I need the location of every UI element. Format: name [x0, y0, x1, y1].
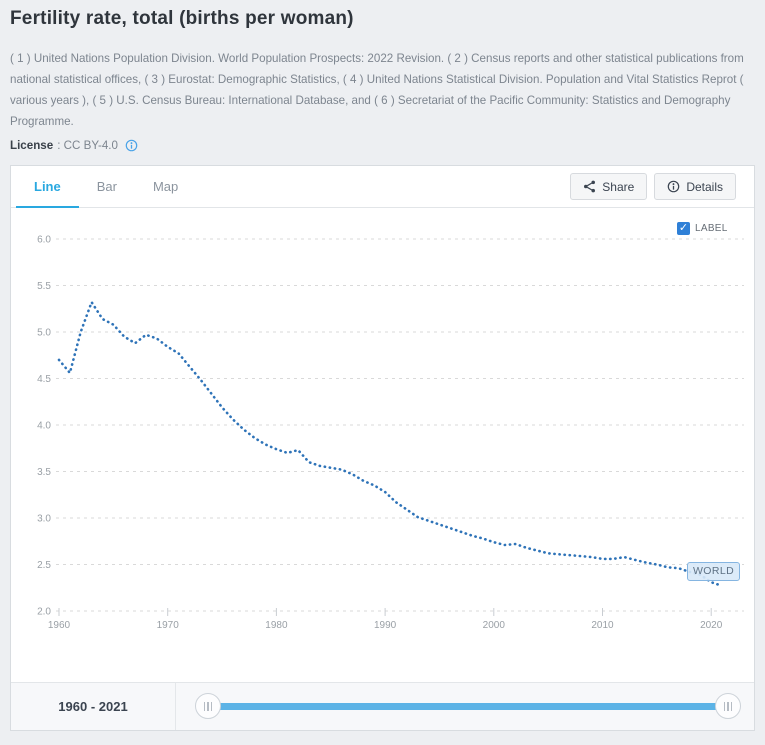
chart-panel: Line Bar Map Share Details 2.0 2 — [10, 165, 755, 731]
page-title: Fertility rate, total (births per woman) — [10, 8, 354, 29]
chart-area: 2.0 2.5 3.0 3.5 4.0 4.5 5.0 5.5 6.0 1960 1970 1980 1… — [11, 208, 754, 682]
tab-line[interactable]: Line — [16, 166, 79, 208]
details-button-label: Details — [686, 179, 723, 194]
svg-text:6.0: 6.0 — [37, 235, 51, 246]
source-citation-text: ( 1 ) United Nations Population Division… — [10, 52, 744, 129]
slider-handle-end[interactable] — [715, 693, 741, 719]
page-header: Fertility rate, total (births per woman)… — [10, 8, 757, 152]
svg-text:4.5: 4.5 — [37, 374, 51, 385]
slider-track[interactable] — [208, 703, 728, 710]
svg-text:5.0: 5.0 — [37, 328, 51, 339]
tab-bar[interactable]: Bar — [96, 178, 117, 194]
license-value: : CC BY-4.0 — [57, 139, 118, 153]
share-button-label: Share — [602, 179, 635, 194]
svg-text:3.0: 3.0 — [37, 514, 51, 525]
time-range-footer: 1960 - 2021 — [11, 682, 754, 730]
checkbox-checked-icon[interactable]: ✓ — [677, 222, 690, 235]
svg-text:1960: 1960 — [48, 620, 71, 631]
series-label-world[interactable]: WORLD — [687, 562, 741, 581]
svg-text:2010: 2010 — [591, 620, 614, 631]
svg-text:2.5: 2.5 — [37, 560, 51, 571]
license-row: License : CC BY-4.0 — [10, 139, 757, 152]
time-range-slider[interactable] — [176, 683, 754, 730]
toolbar-actions: Share Details — [570, 173, 736, 200]
chart-type-tabbar: Line Bar Map Share Details — [11, 166, 754, 208]
svg-text:5.5: 5.5 — [37, 281, 51, 292]
details-button[interactable]: Details — [654, 173, 736, 200]
license-info-icon[interactable] — [125, 139, 138, 152]
svg-text:4.0: 4.0 — [37, 421, 51, 432]
svg-text:2020: 2020 — [700, 620, 723, 631]
tab-map[interactable]: Map — [152, 178, 179, 194]
time-range-label: 1960 - 2021 — [11, 683, 176, 730]
svg-text:3.5: 3.5 — [37, 467, 51, 478]
label-checkbox-text: LABEL — [695, 223, 728, 234]
fertility-line-chart: 2.0 2.5 3.0 3.5 4.0 4.5 5.0 5.5 6.0 1960 1970 1980 1… — [37, 235, 744, 631]
svg-text:1980: 1980 — [265, 620, 288, 631]
license-label: License — [10, 139, 54, 153]
share-icon — [583, 180, 596, 193]
svg-text:1990: 1990 — [374, 620, 397, 631]
slider-handle-start[interactable] — [195, 693, 221, 719]
svg-text:2000: 2000 — [483, 620, 506, 631]
share-button[interactable]: Share — [570, 173, 648, 200]
label-checkbox[interactable]: ✓ LABEL — [677, 222, 728, 235]
info-icon — [667, 180, 680, 193]
svg-text:1970: 1970 — [157, 620, 180, 631]
svg-text:2.0: 2.0 — [37, 607, 51, 618]
